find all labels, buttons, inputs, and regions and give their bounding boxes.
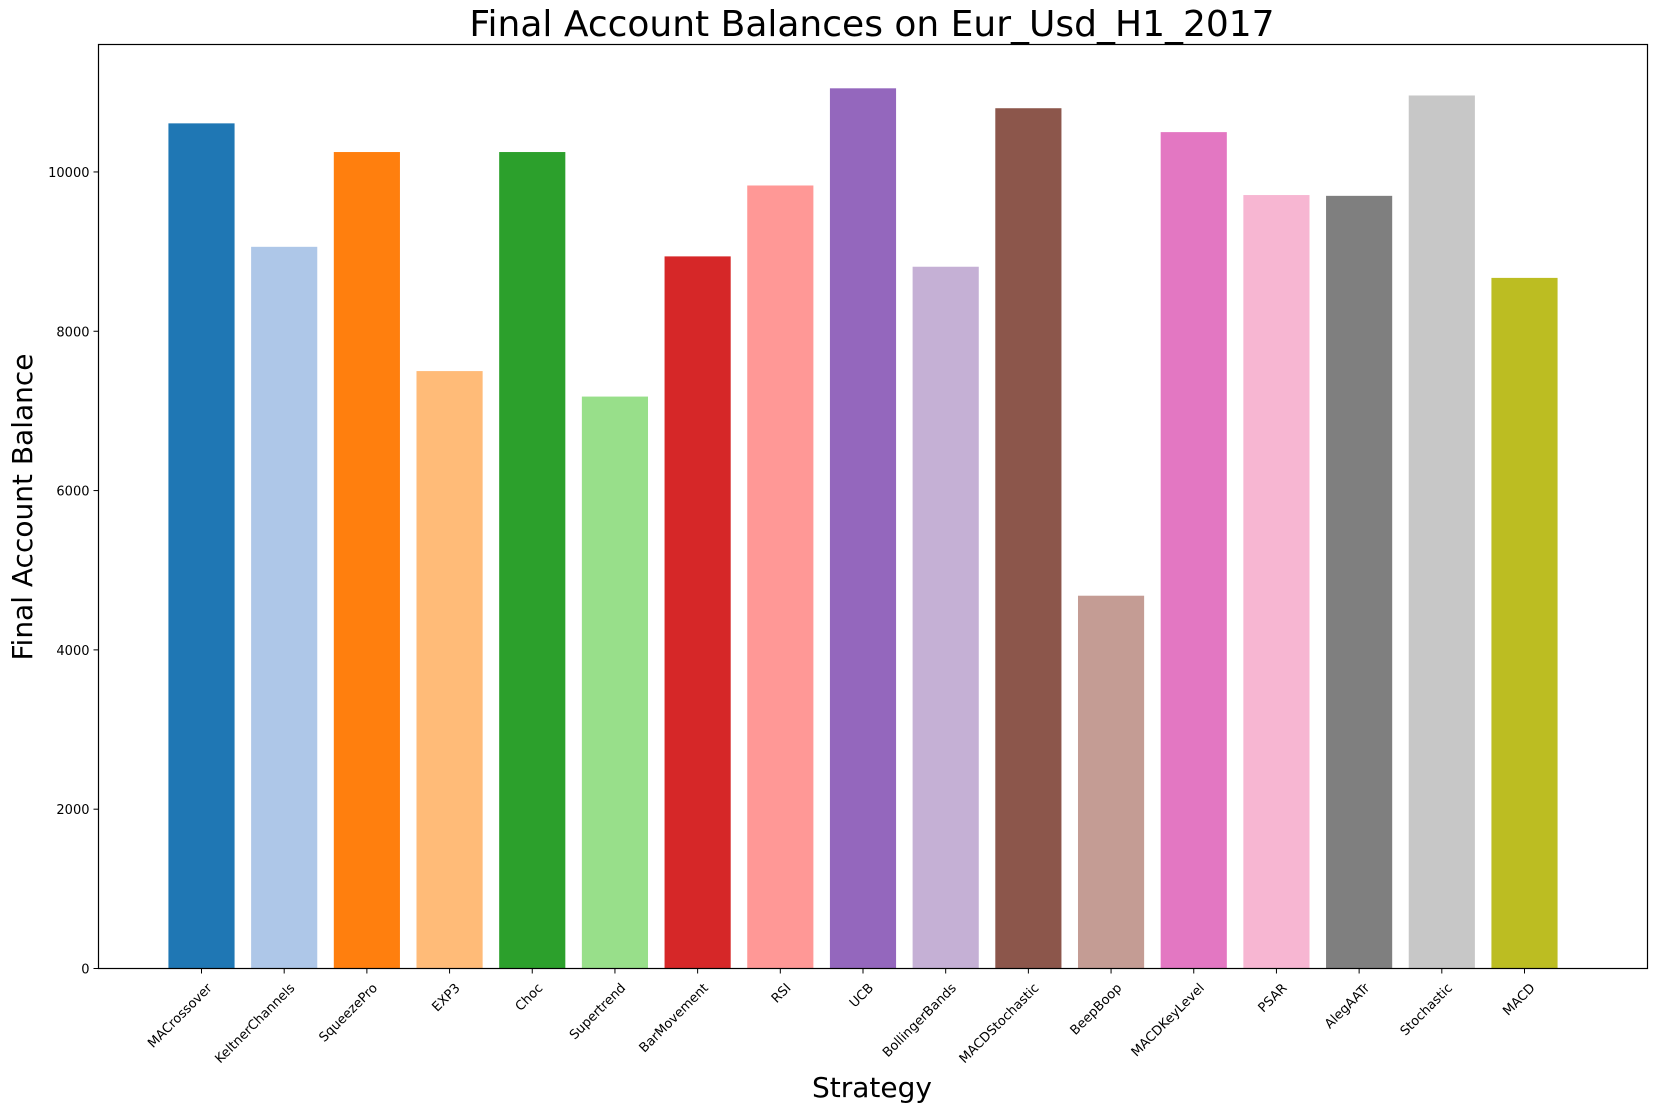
bar-squeezepro — [333, 152, 400, 969]
x-tick-label: AlegAATr — [1322, 980, 1374, 1032]
x-tick-label: KeltnerChannels — [212, 981, 298, 1067]
y-axis: 0 2000 4000 6000 8000 10000 — [48, 166, 99, 978]
bar-barmovement — [664, 256, 731, 969]
x-tick-label: BeepBoop — [1068, 981, 1125, 1038]
x-tick-label: EXP3 — [430, 981, 464, 1015]
bar-stochastic — [1408, 95, 1475, 969]
bars-layer — [168, 88, 1558, 969]
x-tick-label: BarMovement — [637, 981, 712, 1056]
bar-choc — [499, 152, 566, 969]
x-tick-label: BollingerBands — [880, 981, 960, 1061]
x-tick-label: MACDKeyLevel — [1129, 981, 1208, 1060]
x-tick-label: SqueezePro — [316, 981, 381, 1046]
y-tick-label: 0 — [81, 963, 89, 978]
bar-keltnerchannels — [251, 246, 318, 969]
bar-beepboop — [1077, 595, 1145, 969]
bar-exp3 — [416, 371, 483, 969]
bar-supertrend — [581, 396, 649, 969]
y-tick-label: 8000 — [56, 325, 89, 340]
y-tick-label: 10000 — [48, 166, 89, 181]
bar-macd — [1491, 277, 1558, 969]
bar-macdkeylevel — [1160, 132, 1227, 969]
x-tick-label: Supertrend — [567, 981, 629, 1043]
x-axis-label: Strategy — [812, 1071, 932, 1104]
x-tick-label: Choc — [513, 981, 547, 1015]
bar-bollingerbands — [912, 266, 979, 969]
plot-frame — [97, 43, 1649, 970]
x-tick-label: Stochastic — [1398, 981, 1456, 1039]
x-tick-label: MACDStochastic — [957, 981, 1043, 1067]
bar-macrossover — [168, 123, 235, 969]
y-tick-label: 4000 — [56, 644, 89, 659]
bar-psar — [1243, 195, 1310, 969]
x-tick-label: UCB — [847, 981, 877, 1011]
x-tick-label: PSAR — [1256, 981, 1291, 1016]
bar-ucb — [829, 88, 897, 969]
x-tick-label: MACD — [1500, 981, 1538, 1019]
y-tick-label: 2000 — [56, 803, 89, 818]
x-tick-label: RSI — [769, 981, 795, 1007]
bar-rsi — [747, 185, 814, 969]
chart-title: Final Account Balances on Eur_Usd_H1_201… — [469, 4, 1274, 45]
y-axis-label: Final Account Balance — [6, 353, 39, 660]
y-tick-label: 6000 — [56, 485, 89, 500]
x-tick-label: MACrossover — [145, 980, 216, 1051]
bar-macdstochastic — [995, 108, 1062, 969]
bar-alegaatr — [1326, 195, 1393, 969]
